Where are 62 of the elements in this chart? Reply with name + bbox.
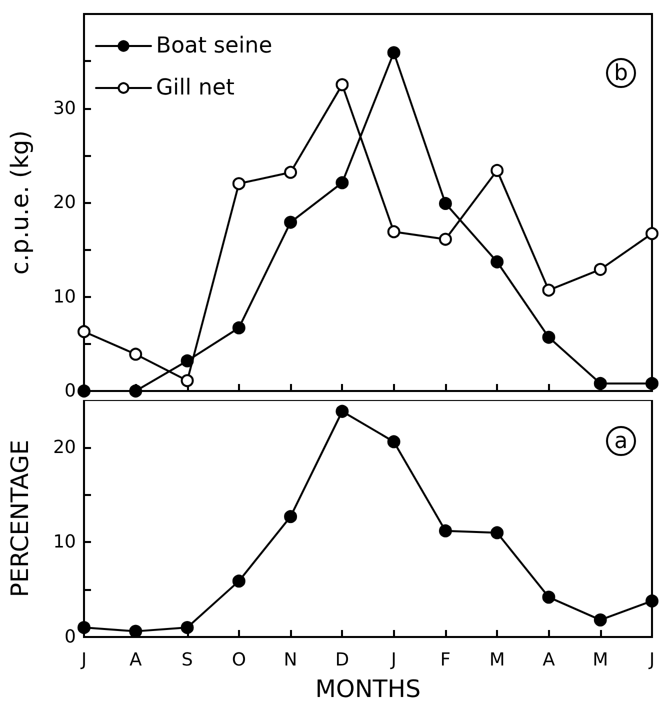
point: [232, 177, 246, 190]
point: [232, 321, 246, 334]
legend-label: Gill net: [156, 76, 235, 100]
point: [490, 255, 504, 268]
y-tick-label: 10: [53, 286, 76, 308]
x-tick-label: D: [335, 650, 350, 670]
x-tick-label: M: [489, 650, 505, 670]
point: [594, 262, 607, 276]
point: [78, 384, 90, 398]
x-tick-label: A: [129, 650, 142, 670]
x-tick-label: J: [390, 650, 396, 670]
y-axis-title: c.p.u.e. (kg): [6, 130, 34, 275]
point: [232, 574, 246, 588]
point: [387, 46, 400, 60]
y-tick-label: 30: [53, 98, 76, 119]
point: [438, 524, 452, 538]
y-axis-title: PERCENTAGE: [6, 440, 34, 598]
point: [180, 354, 194, 368]
point: [336, 404, 349, 418]
x-tick-label: M: [592, 650, 608, 670]
point: [542, 330, 556, 344]
point: [336, 78, 349, 92]
y-tick-label: 0: [64, 626, 76, 648]
x-tick-label: F: [440, 650, 451, 670]
point: [542, 590, 556, 604]
point: [387, 435, 400, 448]
point: [438, 232, 452, 246]
y-tick-label: 20: [53, 192, 76, 213]
point: [129, 624, 142, 638]
x-axis-title: MONTHS: [315, 675, 421, 703]
point: [594, 613, 607, 626]
point: [129, 384, 142, 398]
x-tick-label: A: [542, 650, 556, 670]
point: [78, 621, 90, 634]
point: [129, 348, 142, 361]
point: [284, 166, 298, 179]
point: [490, 164, 504, 177]
legend-label: Boat seine: [156, 34, 272, 58]
point: [180, 374, 194, 388]
point: [387, 225, 400, 238]
point: [490, 526, 504, 540]
point: [594, 376, 607, 390]
annotation: a: [606, 426, 636, 456]
x-tick-label: N: [284, 650, 298, 670]
y-tick-label: 10: [53, 532, 76, 553]
y-tick-label: 0: [64, 380, 76, 402]
y-tick-label: 20: [53, 436, 76, 458]
point: [542, 284, 556, 297]
point: [646, 227, 658, 240]
x-tick-label: S: [182, 650, 193, 670]
point: [78, 325, 90, 338]
x-tick-label: J: [648, 650, 655, 670]
point: [284, 510, 298, 524]
annotation: b: [606, 58, 636, 88]
point: [438, 196, 452, 210]
point: [284, 216, 298, 229]
point: [646, 376, 658, 390]
point: [180, 621, 194, 634]
point: [336, 176, 349, 190]
x-tick-label: O: [232, 650, 246, 670]
x-tick-label: J: [80, 650, 87, 670]
point: [646, 594, 658, 608]
